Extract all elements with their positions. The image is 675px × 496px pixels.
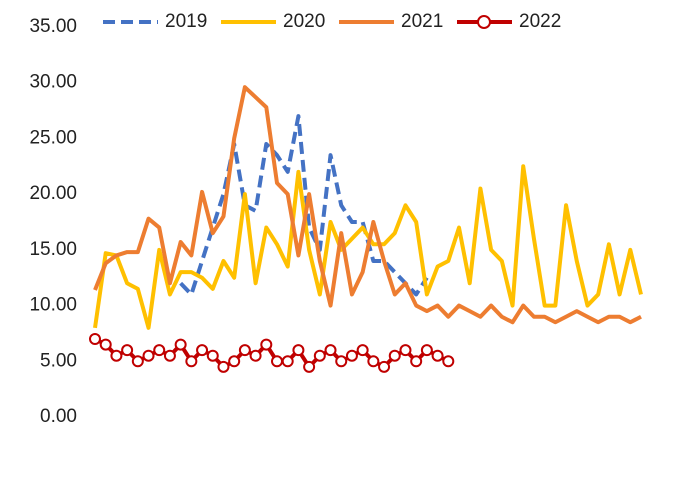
series-marker [249, 349, 262, 362]
y-tick-label: 15.00 [29, 239, 77, 260]
series-marker [303, 360, 316, 373]
series-line [179, 114, 429, 297]
series-marker [345, 349, 358, 362]
series-marker [196, 344, 209, 357]
series-marker [356, 344, 369, 357]
series-marker [335, 355, 348, 368]
series-marker [367, 355, 380, 368]
series-marker [163, 349, 176, 362]
series-line [94, 337, 450, 369]
legend-label: 2022 [519, 11, 561, 32]
series-marker [185, 355, 198, 368]
series-marker [153, 344, 166, 357]
legend-label: 2019 [165, 11, 207, 32]
legend-label: 2020 [283, 11, 325, 32]
series-marker [271, 355, 283, 368]
y-tick-label: 30.00 [29, 72, 77, 93]
series-marker [324, 344, 337, 357]
series-marker [313, 349, 326, 362]
series-line [93, 85, 642, 325]
series-marker [206, 349, 219, 362]
series-marker [431, 349, 444, 362]
series-marker [238, 344, 251, 357]
series-line [93, 164, 643, 330]
y-tick-label: 35.00 [29, 16, 77, 37]
series-marker [260, 338, 273, 351]
series-marker [89, 333, 101, 345]
series-marker [420, 344, 433, 357]
series-marker [228, 355, 241, 368]
legend-label: 2021 [401, 11, 443, 32]
series-marker [399, 344, 412, 357]
series-marker [442, 355, 455, 368]
series-marker [121, 344, 134, 357]
y-tick-label: 5.00 [40, 350, 77, 371]
series-marker [292, 344, 305, 357]
series-marker [217, 360, 230, 373]
series-marker [410, 355, 423, 368]
series-marker [110, 349, 123, 362]
series-marker [388, 349, 401, 362]
legend-marker [477, 15, 491, 29]
series-marker [142, 349, 155, 362]
series-marker [174, 338, 187, 351]
y-tick-label: 25.00 [29, 127, 77, 148]
y-tick-label: 0.00 [40, 406, 77, 427]
series-marker [99, 338, 112, 351]
series-marker [378, 360, 391, 373]
series-marker [131, 355, 144, 368]
y-tick-label: 20.00 [29, 183, 77, 204]
series-marker [281, 355, 294, 368]
y-tick-label: 10.00 [29, 295, 77, 316]
